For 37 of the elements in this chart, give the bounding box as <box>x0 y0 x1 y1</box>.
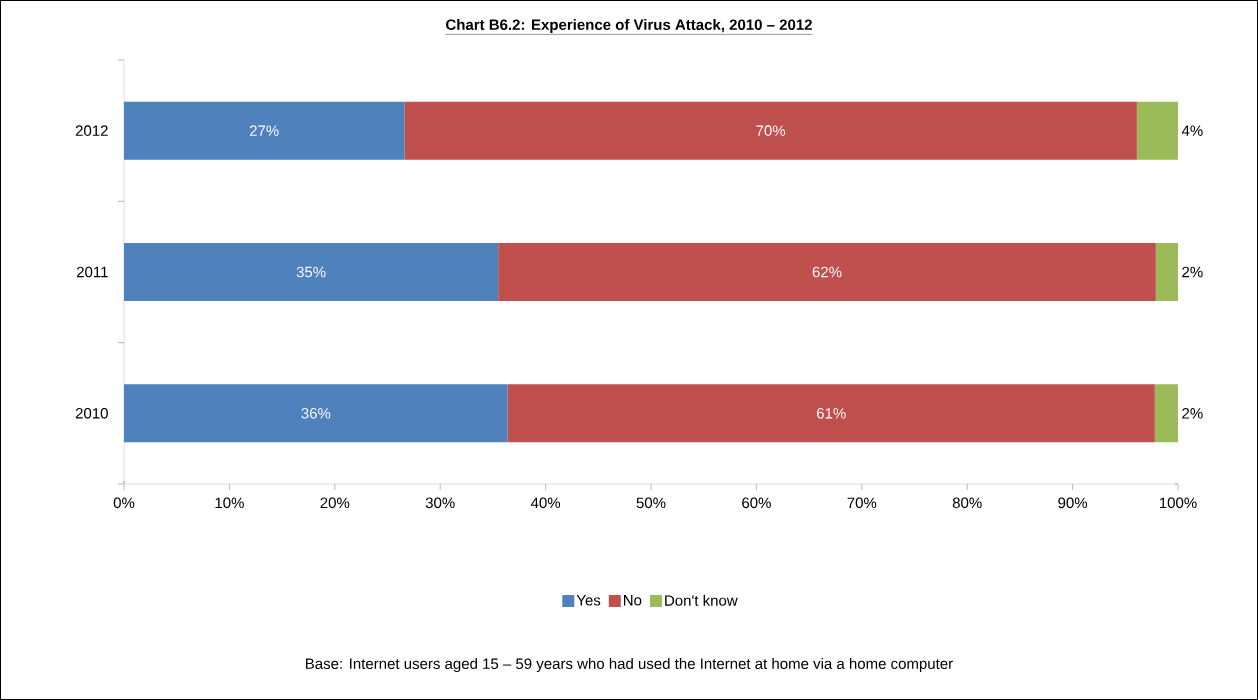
x-tick-label: 30% <box>425 497 455 509</box>
data-label: 2% <box>1182 408 1203 419</box>
bar <box>1155 243 1178 301</box>
x-tick-label: 80% <box>952 497 982 509</box>
x-tick-label: 60% <box>742 497 771 509</box>
data-label: 70% <box>756 125 786 136</box>
legend-label: Don't know <box>665 594 738 606</box>
x-tick-label: 0% <box>113 497 135 509</box>
x-tick-label: 70% <box>847 497 877 509</box>
bar <box>507 384 1155 443</box>
x-tick-label: 50% <box>636 497 666 509</box>
legend-label: Yes <box>576 595 601 606</box>
legend-label: No <box>624 595 642 606</box>
bar <box>124 101 405 160</box>
data-label: 36% <box>301 408 331 419</box>
data-label: 62% <box>812 266 842 278</box>
y-tick-label: 2010 <box>75 408 108 419</box>
data-label: 4% <box>1181 125 1203 136</box>
x-tick-label: 100% <box>1159 497 1197 509</box>
bar <box>498 243 1156 301</box>
x-tick-label: 20% <box>320 497 350 509</box>
bar <box>124 243 499 301</box>
x-tick-label: 90% <box>1058 497 1088 509</box>
bar <box>404 101 1137 160</box>
bar <box>124 384 508 443</box>
x-tick-label: 40% <box>530 497 561 509</box>
chart-title: Chart B6.2: Experience of Virus Attack, 2010 – 2012 <box>446 19 812 33</box>
y-tick-label: 2012 <box>75 125 108 136</box>
x-tick-label: 10% <box>215 497 244 509</box>
bar <box>1136 101 1178 160</box>
data-label: 2% <box>1182 266 1203 278</box>
data-label: 61% <box>816 408 846 419</box>
bar <box>1154 384 1178 443</box>
text: Base: Internet users aged 15 – 59 years who had used the Internet at home via a home computer <box>306 657 953 672</box>
data-label: 27% <box>249 125 279 136</box>
data-label: 35% <box>296 266 326 278</box>
y-tick-label: 2011 <box>76 266 108 278</box>
